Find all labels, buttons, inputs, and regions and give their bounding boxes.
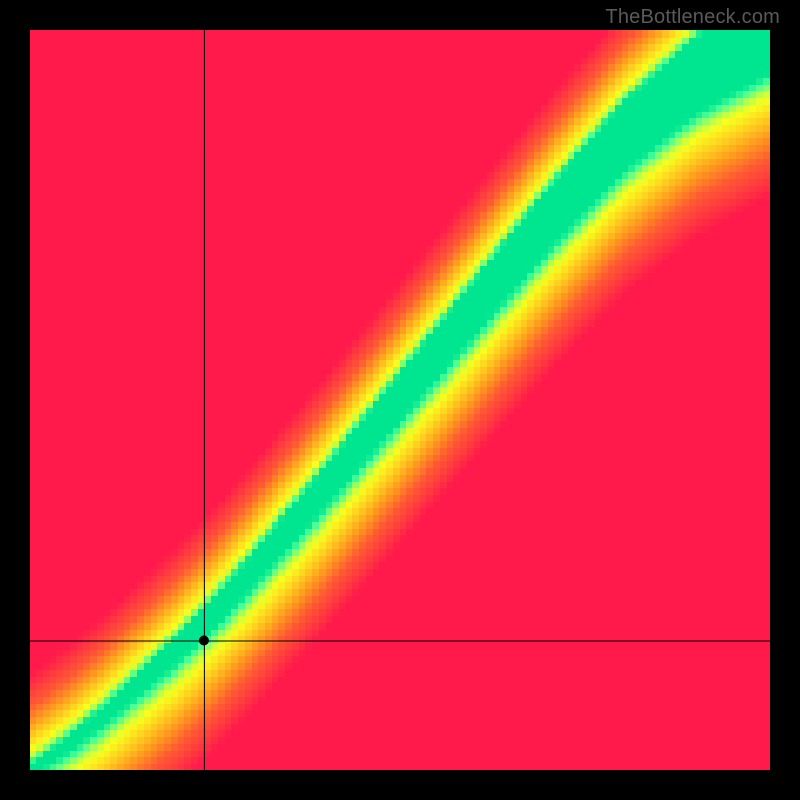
bottleneck-heatmap bbox=[30, 30, 770, 770]
watermark-text: TheBottleneck.com bbox=[605, 6, 780, 29]
chart-container: { "watermark": { "text": "TheBottleneck.… bbox=[0, 0, 800, 800]
